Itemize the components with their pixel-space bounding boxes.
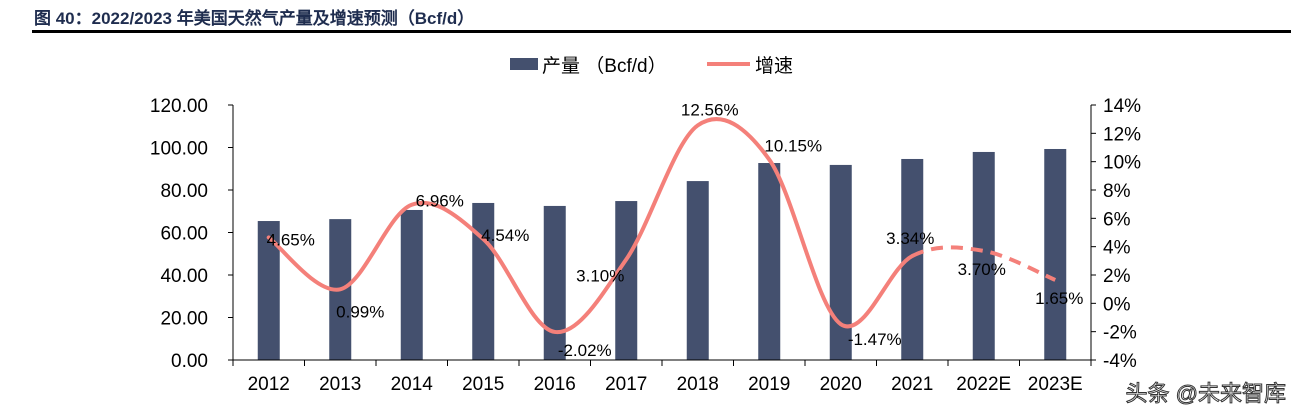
bar-2018 (686, 181, 709, 360)
bar-2014 (400, 209, 423, 360)
data-label-2012: 4.65% (267, 230, 315, 249)
x-tick-label: 2015 (462, 374, 504, 395)
right-tick-label: 10% (1103, 153, 1141, 174)
x-tick-label: 2016 (534, 374, 576, 395)
x-tick-label: 2022E (956, 374, 1011, 395)
left-tick-label: 100.00 (150, 139, 208, 160)
bar-2023E (1044, 148, 1067, 360)
watermark: 头条 @未来智库 (1126, 381, 1286, 406)
bar-2021 (901, 158, 924, 360)
data-label-2017: 3.10% (576, 266, 624, 285)
data-label-2016: -2.02% (558, 341, 612, 360)
x-tick-label: 2017 (605, 374, 647, 395)
x-tick-label: 2019 (748, 374, 790, 395)
right-tick-label: 4% (1103, 238, 1131, 259)
left-tick-label: 60.00 (160, 224, 208, 245)
legend-bar-label: 产量 （Bcf/d） (542, 55, 667, 77)
right-tick-label: 14% (1103, 96, 1141, 117)
x-tick-label: 2012 (248, 374, 290, 395)
left-tick-label: 40.00 (160, 266, 208, 287)
title-rule (32, 30, 1291, 33)
right-tick-label: 2% (1103, 266, 1131, 287)
left-tick-label: 0.00 (171, 351, 208, 372)
data-label-2022E: 3.70% (958, 260, 1006, 279)
right-tick-label: -2% (1103, 323, 1137, 344)
right-tick-label: 12% (1103, 124, 1141, 145)
right-tick-label: 6% (1103, 209, 1131, 230)
bar-2022E (972, 151, 995, 360)
right-tick-label: 8% (1103, 181, 1131, 202)
x-tick-label: 2018 (677, 374, 719, 395)
data-label-2018: 12.56% (681, 100, 739, 119)
growth-line-forecast (911, 245, 1057, 282)
chart-title: 图 40：2022/2023 年美国天然气产量及增速预测（Bcf/d） (34, 9, 475, 28)
x-tick-label: 2021 (891, 374, 933, 395)
data-label-2014: 6.96% (416, 192, 464, 211)
data-label-2021: 3.34% (886, 229, 934, 248)
legend-line-label: 增速 (755, 55, 793, 77)
data-label-2013: 0.99% (336, 302, 384, 321)
data-label-2020: -1.47% (848, 330, 902, 349)
legend-bar-swatch (510, 58, 538, 70)
data-label-2019: 10.15% (764, 137, 822, 156)
x-tick-label: 2023E (1028, 374, 1083, 395)
right-tick-label: -4% (1103, 351, 1137, 372)
bar-2012 (257, 221, 280, 360)
x-tick-label: 2020 (820, 374, 862, 395)
bar-2016 (543, 205, 566, 360)
bar-2019 (758, 163, 781, 360)
right-tick-label: 0% (1103, 294, 1131, 315)
growth-line-actual (266, 117, 915, 334)
data-label-2023E: 1.65% (1035, 289, 1083, 308)
left-tick-label: 20.00 (160, 309, 208, 330)
bar-2020 (829, 164, 852, 360)
x-tick-label: 2013 (319, 374, 361, 395)
left-tick-label: 120.00 (150, 96, 208, 117)
data-label-2015: 4.54% (481, 226, 529, 245)
x-tick-label: 2014 (391, 374, 434, 395)
bar-2017 (615, 201, 638, 360)
left-tick-label: 80.00 (160, 181, 208, 202)
